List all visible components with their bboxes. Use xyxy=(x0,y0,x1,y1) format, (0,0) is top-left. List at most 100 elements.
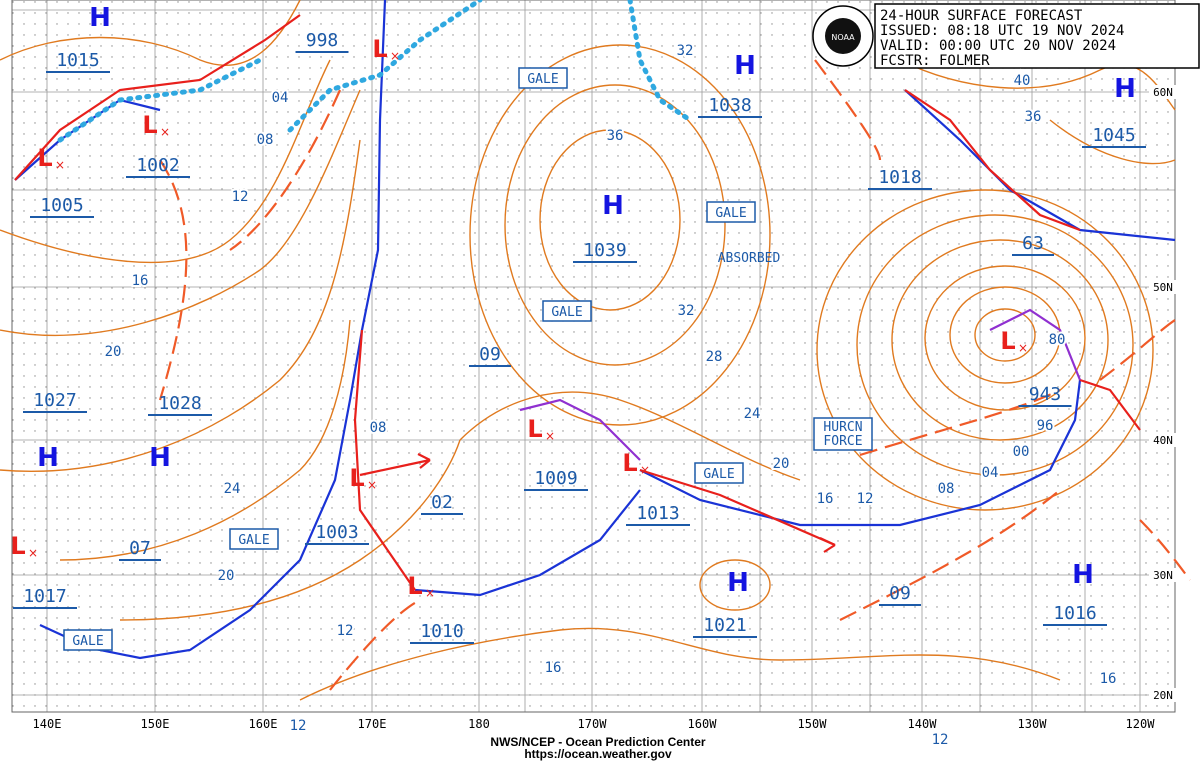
isobar-label: 24 xyxy=(744,406,761,422)
gale-label: GALE xyxy=(703,467,734,482)
gale-label: GALE xyxy=(72,634,103,649)
low-x: × xyxy=(1018,341,1028,355)
high-symbol: H xyxy=(602,191,624,221)
gale-label: GALE xyxy=(715,206,746,221)
lat-label: 30N xyxy=(1153,569,1173,582)
pressure-label: 1009 xyxy=(534,468,577,489)
lon-box xyxy=(135,716,175,731)
low-x: × xyxy=(367,478,377,492)
note-box xyxy=(813,417,873,451)
gale-box xyxy=(542,300,592,322)
pressure-label: 1021 xyxy=(703,615,746,636)
pressure-label: 1027 xyxy=(33,390,76,411)
low-x: × xyxy=(160,125,170,139)
gale-label: GALE xyxy=(238,533,269,548)
isobar-label: 20 xyxy=(105,344,122,360)
gale-box xyxy=(63,629,113,651)
pressure-label: 1016 xyxy=(1053,603,1096,624)
lon-label: 130W xyxy=(1018,717,1048,731)
low-symbol: L xyxy=(372,35,387,63)
isobar-label: 24 xyxy=(224,481,241,497)
isobar-label: 08 xyxy=(370,420,387,436)
isobar-label: 08 xyxy=(257,132,274,148)
note: ABSORBED xyxy=(718,251,781,266)
pressure-label: 1015 xyxy=(56,50,99,71)
lat-box xyxy=(1149,280,1177,294)
isobars xyxy=(0,0,1176,701)
lat-label: 40N xyxy=(1153,434,1173,447)
pressure-label: 09 xyxy=(479,344,501,365)
isobar-label: 80 xyxy=(1049,332,1066,348)
note: HURCN xyxy=(823,420,862,435)
pressure-label: 1017 xyxy=(23,586,66,607)
isobar-label: 96 xyxy=(1037,418,1054,434)
pressure-label: 07 xyxy=(129,538,151,559)
low-symbol: L xyxy=(142,111,157,139)
low-x: × xyxy=(545,429,555,443)
pressure-label: 1010 xyxy=(420,621,463,642)
isobar-label: 08 xyxy=(938,481,955,497)
low-symbol: L xyxy=(407,572,422,600)
lon-box xyxy=(243,716,283,731)
low-symbol: L xyxy=(37,144,52,172)
gale-label: GALE xyxy=(527,72,558,87)
header-line: VALID: 00:00 UTC 20 NOV 2024 xyxy=(880,38,1116,54)
low-x: × xyxy=(640,463,650,477)
isobar-label: 12 xyxy=(232,189,249,205)
lon-box xyxy=(352,716,392,731)
high-symbol: H xyxy=(1072,560,1094,590)
lon-label: 170E xyxy=(358,717,387,731)
low-x: × xyxy=(425,586,435,600)
isobar-label: 12 xyxy=(290,718,307,734)
dot-grid xyxy=(12,0,1175,712)
lon-label: 170W xyxy=(578,717,608,731)
lat-label: 50N xyxy=(1153,281,1173,294)
lon-box xyxy=(1120,716,1160,731)
pressure-label: 1028 xyxy=(158,393,201,414)
logo-inner xyxy=(825,18,861,54)
gale-box xyxy=(518,67,568,89)
low-x: × xyxy=(28,546,38,560)
high-symbol: H xyxy=(89,3,111,33)
lon-box xyxy=(27,716,67,731)
fronts xyxy=(14,0,1191,691)
high-symbol: H xyxy=(1114,74,1136,104)
gale-box xyxy=(229,528,279,550)
high-symbol: H xyxy=(149,443,171,473)
lon-label: 140E xyxy=(33,717,62,731)
lon-box xyxy=(1012,716,1052,731)
pressure-label: 1018 xyxy=(878,167,921,188)
low-symbol: L xyxy=(527,415,542,443)
isobar-label: 12 xyxy=(932,732,949,748)
header-line: FCSTR: FOLMER xyxy=(880,53,990,69)
pressure-label: 1038 xyxy=(708,95,751,116)
lon-label: 120W xyxy=(1126,717,1156,731)
pressure-label: 1005 xyxy=(40,195,83,216)
lon-box xyxy=(902,716,942,731)
footer-line: https://ocean.weather.gov xyxy=(524,747,672,761)
gale-label: GALE xyxy=(551,305,582,320)
isobar-label: 00 xyxy=(1013,444,1030,460)
lon-box xyxy=(572,716,612,731)
lat-box xyxy=(1149,85,1177,99)
low-symbol: L xyxy=(10,532,25,560)
note: FORCE xyxy=(823,434,862,449)
isobar-label: 16 xyxy=(1100,671,1117,687)
map-frame xyxy=(11,0,1176,713)
lon-label: 180 xyxy=(468,717,490,731)
high-symbol: H xyxy=(727,568,749,598)
pressure-label: 1045 xyxy=(1092,125,1135,146)
isobar-label: 40 xyxy=(1014,73,1031,89)
pressure-label: 63 xyxy=(1022,233,1044,254)
gale-box xyxy=(706,201,756,223)
isobar-label: 36 xyxy=(607,128,624,144)
lon-box xyxy=(682,716,722,731)
pressure-label: 1003 xyxy=(315,522,358,543)
pressure-label: 09 xyxy=(889,583,911,604)
lat-box xyxy=(1149,568,1177,582)
low-x: × xyxy=(55,158,65,172)
high-symbol: H xyxy=(734,51,756,81)
pressure-label: 1002 xyxy=(136,155,179,176)
lon-label: 150E xyxy=(141,717,170,731)
pressure-label: 02 xyxy=(431,492,453,513)
